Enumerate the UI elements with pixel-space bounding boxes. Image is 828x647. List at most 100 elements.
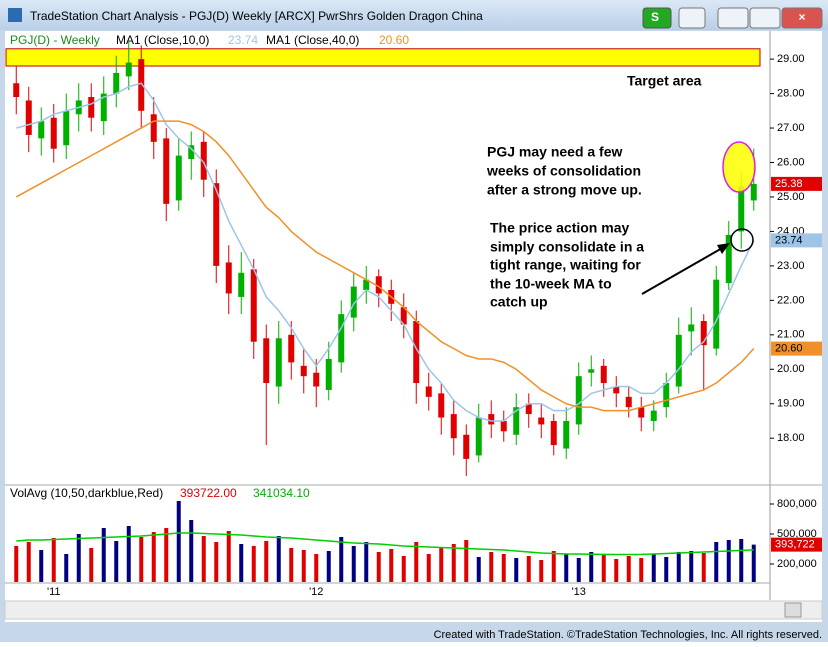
volume-bar <box>126 526 131 582</box>
scroll-thumb[interactable] <box>784 602 802 618</box>
volume-bar <box>626 556 631 582</box>
price-marker-label: 393,722 <box>775 539 815 551</box>
volume-bar <box>239 544 244 582</box>
candle-body <box>675 334 682 387</box>
candle-body <box>63 110 70 146</box>
volume-bar <box>501 554 506 582</box>
candle-body <box>513 407 520 435</box>
volume-bar <box>376 552 381 582</box>
app-icon <box>8 8 22 22</box>
candle-body <box>625 396 632 408</box>
volume-bar <box>526 556 531 582</box>
candle-body <box>13 83 20 98</box>
volume-bar <box>714 542 719 582</box>
x-tick-label: '12 <box>309 586 323 598</box>
volume-bar <box>226 531 231 582</box>
candle-body <box>138 59 145 111</box>
ma10-legend: MA1 (Close,10,0) <box>116 33 209 47</box>
minimize-button[interactable] <box>717 7 749 29</box>
volume-bar <box>301 550 306 582</box>
volume-bar <box>701 553 706 582</box>
symbol-label: PGJ(D) - Weekly <box>10 33 100 47</box>
volume-value: 393722.00 <box>180 486 237 500</box>
plot: 18.0019.0020.0021.0022.0023.0024.0025.00… <box>5 41 822 598</box>
candle-body <box>38 121 45 139</box>
volume-bar <box>601 555 606 582</box>
window-title: TradeStation Chart Analysis - PGJ(D) Wee… <box>30 9 483 23</box>
annotation: weeks of consolidation <box>486 163 641 179</box>
volume-bar <box>314 554 319 582</box>
candle-body <box>525 403 532 415</box>
annotation: simply consolidate in a <box>490 239 644 255</box>
price-marker <box>771 176 822 191</box>
volume-bar <box>614 559 619 582</box>
volume-bar <box>151 532 156 582</box>
volume-bar <box>539 560 544 582</box>
annotation: the 10-week MA to <box>490 276 612 292</box>
volume-bar <box>589 552 594 582</box>
settings-button[interactable] <box>678 7 706 29</box>
volume-bar <box>726 540 731 582</box>
candle-body <box>213 183 220 266</box>
y-tick-label: 20.00 <box>777 363 805 375</box>
candle-body <box>238 272 245 297</box>
volume-bar <box>676 552 681 582</box>
volume-bar <box>289 548 294 582</box>
candle-body <box>538 417 545 425</box>
y-tick-label: 22.00 <box>777 294 805 306</box>
annotation: after a strong move up. <box>487 182 642 198</box>
candle-body <box>425 386 432 397</box>
annotation: catch up <box>490 294 548 310</box>
scrollbar[interactable] <box>4 600 823 620</box>
candle-body <box>263 338 270 384</box>
candle-body <box>350 286 357 318</box>
y-tick-label: 26.00 <box>777 156 805 168</box>
candle-body <box>600 365 607 384</box>
y-tick-label: 200,000 <box>777 558 817 570</box>
volume-bar <box>551 551 556 582</box>
volume-bar <box>339 537 344 582</box>
moving-average <box>15 120 755 412</box>
volume-bar <box>176 501 181 582</box>
candle-body <box>200 141 207 180</box>
candle-body <box>88 97 95 118</box>
y-tick-label: 19.00 <box>777 398 805 410</box>
s-button[interactable] <box>642 7 672 29</box>
candle-body <box>713 279 720 349</box>
candle-body <box>325 358 332 390</box>
volume-bar <box>276 536 281 582</box>
volume-bar <box>389 549 394 582</box>
volavg-value: 341034.10 <box>253 486 310 500</box>
y-tick-label: 27.00 <box>777 122 805 134</box>
y-tick-label: 23.00 <box>777 260 805 272</box>
maximize-button[interactable] <box>749 7 781 29</box>
volume-bar <box>201 536 206 582</box>
candle-body <box>588 369 595 373</box>
close-button[interactable] <box>781 7 823 29</box>
volume-bar <box>51 538 56 582</box>
price-marker <box>771 341 822 356</box>
x-tick-label: '13 <box>572 586 586 598</box>
price-marker-label: 20.60 <box>775 343 803 355</box>
volume-legend: VolAvg (10,50,darkblue,Red) <box>10 486 163 500</box>
candle-body <box>575 376 582 425</box>
volume-bar <box>39 550 44 582</box>
candle-body <box>488 414 495 425</box>
volume-bar <box>114 541 119 582</box>
candle-body <box>175 155 182 201</box>
volume-bar <box>164 528 169 582</box>
candle-body <box>463 434 470 459</box>
arrow-head <box>717 243 730 254</box>
volume-bar <box>351 546 356 582</box>
candle-body <box>450 414 457 439</box>
volume-bar <box>14 546 19 582</box>
footer: Created with TradeStation. ©TradeStation… <box>434 629 822 641</box>
s-button-label: S <box>651 10 659 24</box>
candle-body <box>150 114 157 142</box>
candle-body <box>225 262 232 294</box>
volume-bar <box>451 544 456 582</box>
y-tick-label: 29.00 <box>777 53 805 65</box>
candle-body <box>475 417 482 456</box>
